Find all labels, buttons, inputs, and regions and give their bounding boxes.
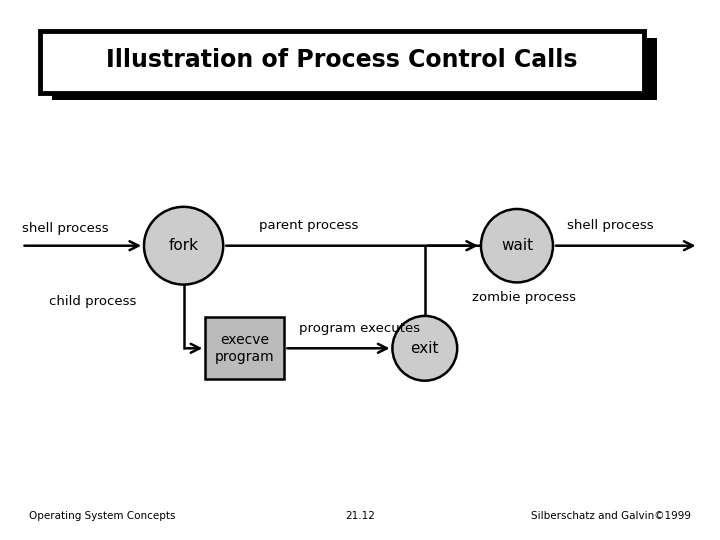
Text: 21.12: 21.12: [345, 511, 375, 521]
Text: exit: exit: [410, 341, 439, 356]
Text: parent process: parent process: [259, 219, 359, 232]
Text: execve
program: execve program: [215, 333, 274, 364]
FancyBboxPatch shape: [40, 31, 644, 93]
Text: Operating System Concepts: Operating System Concepts: [29, 511, 175, 521]
Text: Silberschatz and Galvin©1999: Silberschatz and Galvin©1999: [531, 511, 691, 521]
Text: shell process: shell process: [22, 222, 108, 235]
Text: wait: wait: [501, 238, 533, 253]
Text: zombie process: zombie process: [472, 291, 575, 303]
Text: shell process: shell process: [567, 219, 654, 232]
FancyBboxPatch shape: [52, 38, 657, 100]
Text: child process: child process: [50, 295, 137, 308]
Ellipse shape: [144, 207, 223, 285]
Ellipse shape: [392, 316, 457, 381]
Text: fork: fork: [168, 238, 199, 253]
Text: program executes: program executes: [299, 322, 420, 335]
FancyBboxPatch shape: [205, 317, 284, 379]
Text: Illustration of Process Control Calls: Illustration of Process Control Calls: [107, 49, 577, 72]
Ellipse shape: [481, 209, 553, 282]
